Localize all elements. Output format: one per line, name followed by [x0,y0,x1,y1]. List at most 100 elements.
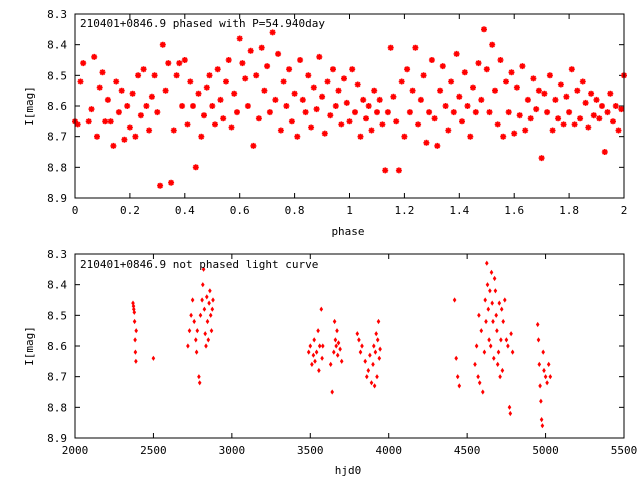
data-point [115,108,123,116]
x-tick-label: 1.8 [559,204,579,217]
data-point [194,89,203,98]
data-point [330,389,334,395]
data-point [315,53,324,61]
data-point [200,297,204,303]
data-point [371,361,375,367]
data-point [584,123,593,132]
data-point [145,126,153,135]
x-axis-label-2: hjd0 [335,464,362,477]
data-point [133,337,137,343]
data-point [498,374,502,380]
x-tick-label: 1.4 [449,204,469,217]
data-point [614,126,623,135]
data-point [167,178,175,187]
data-point [535,86,543,95]
data-point [257,43,266,52]
data-point [335,328,339,334]
data-point [202,306,207,312]
data-point [307,123,315,132]
data-point [485,260,489,266]
data-point [501,318,505,325]
data-point [518,62,527,70]
data-point [329,65,337,73]
data-point [449,108,458,116]
data-point [134,328,138,334]
data-point [491,86,499,95]
data-point [576,114,584,123]
data-point [227,123,236,132]
data-point [400,132,409,141]
data-point [316,328,320,334]
data-point [364,102,373,110]
data-point [106,117,115,126]
data-point [331,102,340,110]
y-tick-labels-2: 8.3 8.4 8.5 8.6 8.7 8.8 8.9 [47,248,67,445]
data-point [375,96,384,104]
data-point [333,337,338,343]
data-point [397,77,406,86]
data-point [539,417,544,423]
data-point [353,80,362,89]
data-point [326,111,335,119]
data-point [477,380,482,386]
data-point [194,337,198,343]
data-point [384,108,392,116]
data-point [484,318,488,325]
data-point [320,355,324,361]
data-point [134,71,142,80]
data-point [320,129,329,138]
data-point [483,297,487,303]
data-point [255,114,263,123]
data-point [551,96,560,104]
plot-frame-2 [74,253,625,439]
y-tick-label: 8.5 [47,309,67,322]
data-point [90,53,98,61]
data-point [389,93,398,101]
data-point [532,105,541,113]
data-point [268,28,277,37]
data-point [430,114,439,123]
data-point [369,380,374,386]
data-point [266,108,274,116]
data-point [507,404,512,410]
data-point [208,312,213,318]
data-point [321,343,325,349]
data-point [567,65,576,73]
data-point [490,300,494,306]
grid-1 [74,13,625,199]
data-point [357,337,361,343]
points-1 [71,25,628,190]
data-point [178,102,186,110]
data-point [224,56,233,64]
x-axis-label-1: phase [331,225,364,238]
data-point [356,132,365,141]
data-point [249,142,258,150]
y-tick-label: 8.8 [47,161,67,174]
data-point [197,132,206,141]
data-point [93,132,101,141]
data-point [454,355,458,361]
data-point [540,89,549,98]
data-point [172,71,181,80]
data-point [378,346,382,352]
data-point [87,105,96,113]
data-point [260,86,269,95]
y-tick-label: 8.4 [47,39,67,52]
data-point [496,349,501,355]
data-point [493,288,498,294]
data-point [444,126,453,135]
data-point [411,43,420,52]
data-point [458,117,466,126]
data-point [271,96,280,104]
data-point [213,65,222,73]
data-point [473,361,477,367]
data-point [293,132,302,141]
data-point [428,56,436,64]
data-point [606,89,615,98]
data-point [372,383,377,389]
data-point [603,108,612,116]
chart-not-phased: 210401+0846.9 not phased light curve 200… [23,248,637,477]
data-point [543,108,551,116]
data-point [372,343,376,349]
